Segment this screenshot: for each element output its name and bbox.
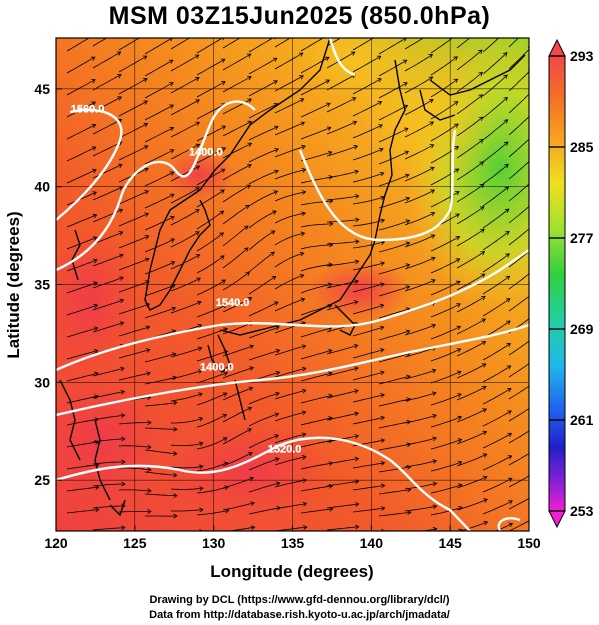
y-tick-label: 30	[34, 374, 50, 390]
x-tick-label: 135	[281, 535, 305, 551]
chart-title: MSM 03Z15Jun2025 (850.0hPa)	[108, 2, 491, 30]
colorbar-tick-label: 253	[570, 503, 594, 519]
colorbar-tick-label: 269	[570, 321, 594, 337]
credit-drawing: Drawing by DCL (https://www.gfd-dennou.o…	[149, 594, 450, 606]
contour-label: 1400.0	[200, 362, 234, 374]
x-tick-label: 120	[44, 535, 68, 551]
colorbar-tick-label: 293	[570, 48, 594, 64]
colorbar-scale	[548, 55, 566, 512]
geopotential-contours	[56, 38, 529, 531]
contour-labels: 1560.0 1400.0 1540.0 1400.0 1520.0	[71, 103, 302, 456]
y-tick-label: 25	[34, 472, 50, 488]
x-tick-label: 125	[123, 535, 147, 551]
x-axis: 120 125 130 135 140 145 150	[44, 525, 541, 551]
y-tick-label: 45	[34, 81, 50, 97]
colorbar-bottom-arrow	[548, 510, 566, 529]
y-tick-label: 40	[34, 179, 50, 195]
x-tick-label: 130	[202, 535, 226, 551]
y-axis-label: Latitude (degrees)	[4, 211, 23, 358]
graticule	[56, 38, 529, 531]
colorbar-tick-label: 277	[570, 230, 594, 246]
colorbar-top-arrow	[548, 38, 566, 57]
credit-data: Data from http://database.rish.kyoto-u.a…	[149, 609, 450, 621]
contour-label: 1400.0	[189, 146, 223, 158]
contour-label: 1520.0	[268, 444, 302, 456]
contour-label: 1540.0	[216, 297, 250, 309]
temperature-field: 1560.0 1400.0 1540.0 1400.0 1520.0	[56, 38, 529, 531]
x-tick-label: 145	[438, 535, 462, 551]
colorbar-tick-label: 261	[570, 412, 594, 428]
y-axis: 25 30 35 40 45	[34, 81, 62, 488]
x-tick-label: 140	[360, 535, 384, 551]
colorbar-tick-label: 285	[570, 139, 594, 155]
y-tick-label: 35	[34, 277, 50, 293]
x-axis-label: Longitude (degrees)	[210, 562, 373, 581]
contour-label: 1560.0	[71, 103, 105, 115]
x-tick-label: 150	[517, 535, 541, 551]
coastlines	[59, 38, 526, 517]
colorbar: 293 285 277 269 261 253	[548, 38, 594, 529]
